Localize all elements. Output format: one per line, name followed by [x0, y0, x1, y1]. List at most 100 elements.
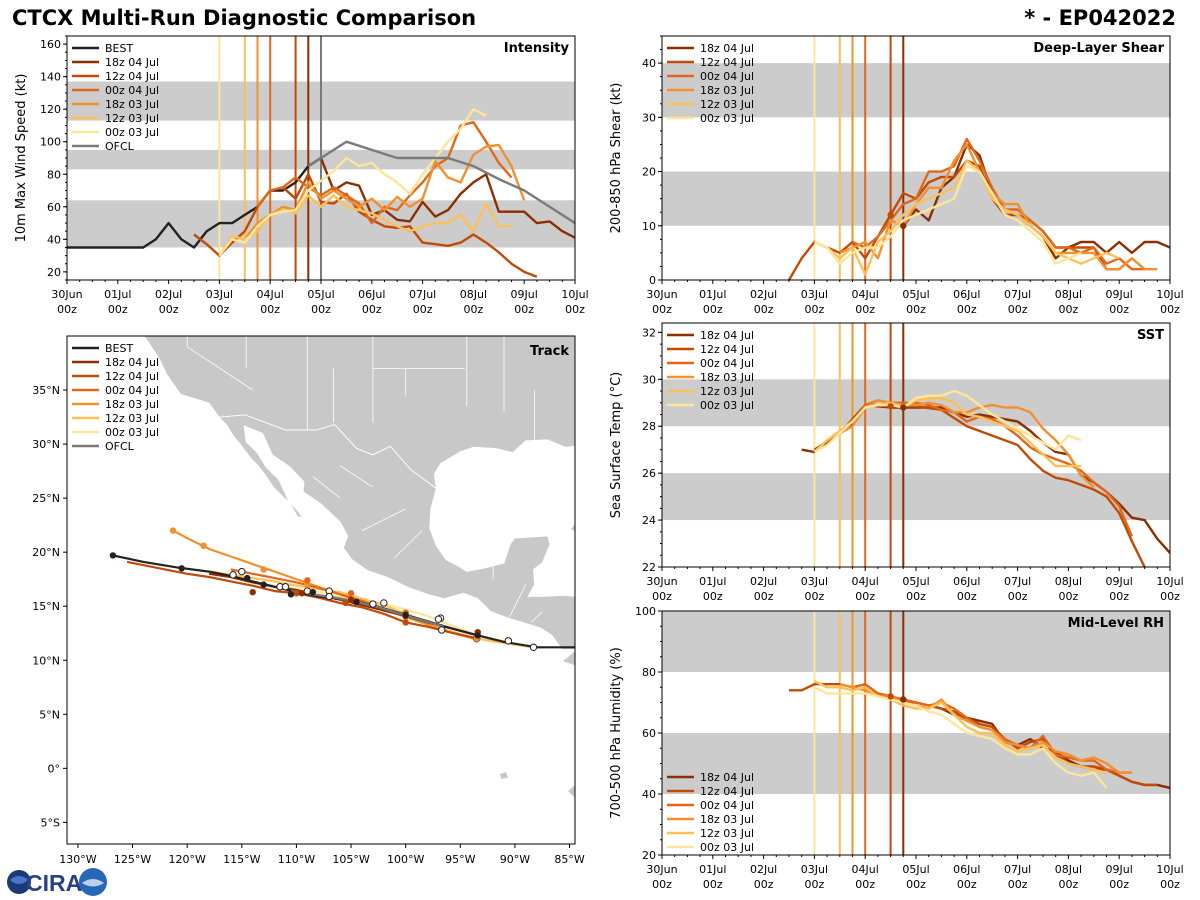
rh-x-tick-sublabel: 00z [652, 878, 672, 891]
shear-chart: 0 10 20 30 40 30Jun 00z 01Jul 00z 02Jul 00z 03Jul 00… [609, 35, 1184, 316]
shear-x-tick-label: 10Jul [1156, 288, 1183, 301]
rh-legend-entry: 00z 04 Jul [700, 799, 754, 812]
track-x-tick-label: 115°W [223, 853, 260, 866]
sst-x-tick-sublabel: 00z [754, 590, 774, 603]
intensity-series-line [243, 143, 526, 241]
intensity-x-tick-sublabel: 00z [464, 303, 484, 316]
track-point [347, 590, 355, 597]
shear-y-tick-label: 0 [649, 274, 656, 287]
intensity-legend-entry: 12z 04 Jul [105, 70, 159, 83]
shear-y-axis-label: 200-850 hPa Shear (kt) [609, 83, 624, 234]
intensity-y-tick-label: 60 [47, 201, 61, 214]
galapagos-island [499, 771, 509, 780]
track-x-tick-label: 100°W [387, 853, 424, 866]
shear-legend-entry: 12z 03 Jul [700, 98, 754, 111]
shear-series-line [839, 143, 1158, 271]
rh-threshold-band [662, 733, 1170, 794]
sst-x-tick-label: 30Jun [646, 575, 677, 588]
track-line [290, 590, 445, 628]
intensity-series-line [218, 107, 487, 257]
sst-x-tick-sublabel: 00z [1109, 590, 1129, 603]
shear-x-tick-sublabel: 00z [1008, 303, 1028, 316]
rh-x-tick-sublabel: 00z [1160, 878, 1180, 891]
sst-legend-entry: 12z 03 Jul [700, 385, 754, 398]
track-point [434, 615, 443, 623]
shear-x-tick-sublabel: 00z [652, 303, 672, 316]
track-point [281, 583, 290, 591]
sst-x-tick-label: 05Jul [902, 575, 929, 588]
shear-x-tick-label: 05Jul [902, 288, 929, 301]
sst-x-tick-label: 02Jul [750, 575, 777, 588]
track-axes-frame [66, 335, 576, 845]
sst-x-tick-label: 03Jul [801, 575, 828, 588]
shear-legend-entry: 18z 04 Jul [700, 42, 754, 55]
intensity-legend-entry: 00z 03 Jul [105, 126, 159, 139]
track-x-tick-label: 85°W [554, 853, 584, 866]
track-y-tick-label: 10°N [32, 654, 60, 667]
shear-plot-area [662, 36, 1170, 280]
cira-logo: CIRA [7, 868, 107, 896]
map-boundary-line [531, 611, 543, 623]
rh-x-tick-label: 08Jul [1055, 863, 1082, 876]
track-x-tick-label: 90°W [500, 853, 530, 866]
seal-swoosh-icon [82, 879, 104, 887]
rh-y-tick-label: 20 [642, 849, 656, 862]
sst-legend-entry: 00z 04 Jul [700, 357, 754, 370]
intensity-x-tick-label: 03Jul [206, 288, 233, 301]
sst-x-tick-sublabel: 00z [1160, 590, 1180, 603]
rh-x-tick-label: 10Jul [1156, 863, 1183, 876]
shear-init-point [887, 211, 894, 219]
shear-y-tick-label: 20 [642, 166, 656, 179]
rh-x-tick-label: 07Jul [1004, 863, 1031, 876]
track-point [229, 571, 237, 579]
shear-threshold-band [662, 63, 1170, 118]
shear-x-tick-sublabel: 00z [703, 303, 723, 316]
logo-text: CIRA [26, 870, 82, 896]
sst-y-tick-label: 32 [642, 326, 656, 339]
sst-x-tick-label: 09Jul [1106, 575, 1133, 588]
shear-y-tick-label: 30 [642, 111, 656, 124]
rh-series-line [813, 680, 1107, 774]
track-y-tick-label: 35°N [32, 384, 60, 397]
rh-x-tick-label: 02Jul [750, 863, 777, 876]
shear-x-tick-label: 04Jul [852, 288, 879, 301]
track-y-tick-label: 25°N [32, 492, 60, 505]
track-legend-entry: BEST [105, 342, 133, 355]
shear-init-point [900, 222, 907, 229]
intensity-y-tick-label: 140 [40, 71, 61, 84]
track-point [529, 643, 538, 651]
rh-x-tick-sublabel: 00z [957, 878, 977, 891]
map-boundary-line [312, 476, 341, 499]
intensity-legend-entry: 00z 04 Jul [105, 84, 159, 97]
shear-panel-title: Deep-Layer Shear [1033, 41, 1164, 56]
cuba-fragment [570, 522, 575, 533]
track-point [402, 611, 409, 619]
track-legend-entry: 18z 04 Jul [105, 356, 159, 369]
sst-y-tick-label: 30 [642, 373, 656, 386]
track-point [200, 542, 207, 549]
rh-legend-entry: 18z 04 Jul [700, 771, 754, 784]
shear-x-tick-sublabel: 00z [957, 303, 977, 316]
track-x-tick-label: 125°W [114, 853, 151, 866]
shear-y-tick-label: 10 [642, 220, 656, 233]
track-y-tick-label: 5°N [39, 708, 60, 721]
sst-y-tick-label: 24 [642, 514, 656, 527]
track-panel-title: Track [530, 344, 569, 359]
sst-series-line [851, 399, 1134, 537]
shear-series-line [787, 159, 1133, 280]
rh-x-tick-sublabel: 00z [805, 878, 825, 891]
sst-y-tick-label: 28 [642, 420, 656, 433]
storm-id-label: * - EP042022 [1024, 6, 1176, 30]
rh-x-tick-sublabel: 00z [1109, 878, 1129, 891]
rh-plot-area [662, 611, 1170, 855]
central-america-fragment [561, 649, 575, 667]
shear-legend-entry: 18z 03 Jul [700, 84, 754, 97]
intensity-series-line [193, 173, 538, 278]
track-y-tick-label: 5°S [41, 816, 60, 829]
track-point [438, 626, 446, 634]
track-point [249, 588, 256, 596]
intensity-x-tick-sublabel: 00z [57, 303, 77, 316]
shear-x-tick-sublabel: 00z [906, 303, 926, 316]
track-point [169, 527, 177, 534]
sst-init-point [887, 403, 894, 410]
